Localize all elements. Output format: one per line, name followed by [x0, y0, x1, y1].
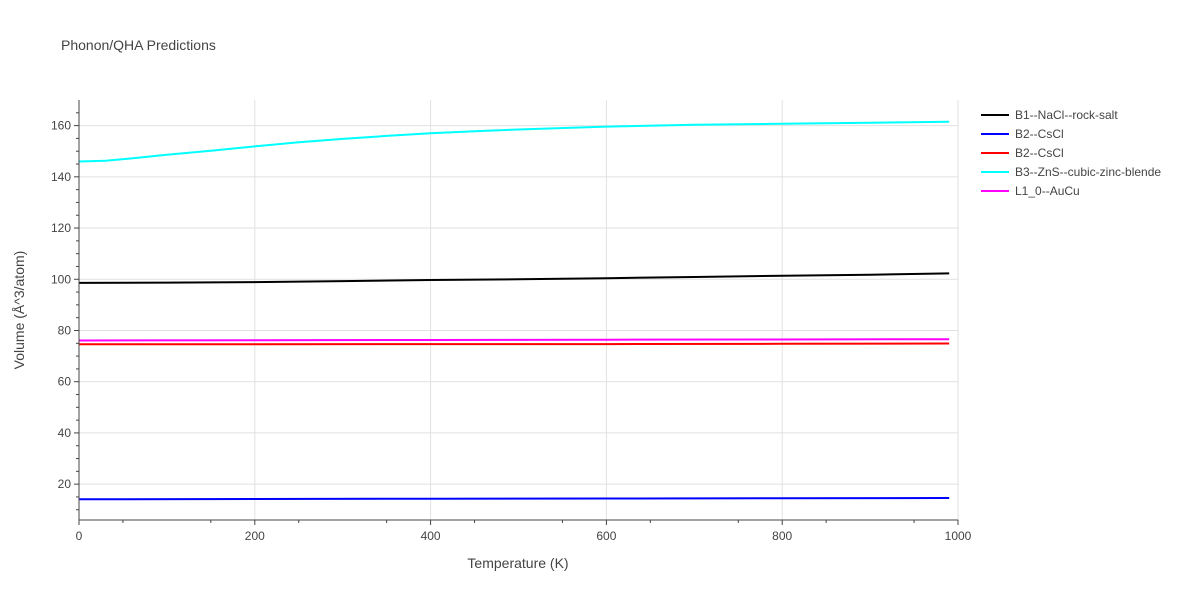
series-line-4[interactable] — [78, 338, 950, 342]
grid — [79, 100, 959, 520]
legend-label: L1_0--AuCu — [1015, 184, 1080, 198]
legend-item[interactable]: B3--ZnS--cubic-zinc-blende — [981, 165, 1161, 179]
y-tick-label: 40 — [58, 426, 72, 440]
axes: 0 200 400 600 800 1000 20 40 60 80 100 120 140 160 — [51, 100, 972, 543]
y-axis-title: Volume (Å^3/atom) — [11, 251, 27, 370]
x-axis-title: Temperature (K) — [467, 555, 568, 571]
legend-item[interactable]: B2--CsCl — [981, 146, 1064, 160]
legend-label: B2--CsCl — [1015, 146, 1064, 160]
legend-item[interactable]: B2--CsCl — [981, 127, 1064, 141]
x-tick-label: 800 — [772, 529, 792, 543]
y-tick-label: 100 — [51, 272, 71, 286]
legend-label: B1--NaCl--rock-salt — [1015, 108, 1118, 122]
series-line-0[interactable] — [78, 272, 950, 284]
x-tick-label: 600 — [596, 529, 616, 543]
y-tick-label: 20 — [58, 477, 72, 491]
chart-title: Phonon/QHA Predictions — [61, 37, 216, 53]
x-tick-label: 1000 — [945, 529, 972, 543]
y-tick-label: 60 — [58, 375, 72, 389]
series-line-2[interactable] — [79, 342, 950, 346]
legend-item[interactable]: L1_0--AuCu — [981, 184, 1080, 198]
legend-item[interactable]: B1--NaCl--rock-salt — [981, 108, 1118, 122]
y-tick-label: 80 — [58, 323, 72, 337]
y-tick-label: 120 — [51, 221, 71, 235]
x-tick-label: 200 — [245, 529, 265, 543]
legend-label: B2--CsCl — [1015, 127, 1064, 141]
x-tick-label: 400 — [421, 529, 441, 543]
x-tick-label: 0 — [76, 529, 83, 543]
legend-label: B3--ZnS--cubic-zinc-blende — [1015, 165, 1161, 179]
y-tick-label: 140 — [51, 170, 71, 184]
series-line-1[interactable] — [78, 497, 950, 501]
y-tick-label: 160 — [51, 119, 71, 133]
legend[interactable]: B1--NaCl--rock-salt B2--CsCl B2--CsCl B3--Z… — [981, 108, 1161, 198]
plot-area[interactable] — [78, 120, 950, 501]
series-line-3[interactable] — [78, 120, 950, 163]
